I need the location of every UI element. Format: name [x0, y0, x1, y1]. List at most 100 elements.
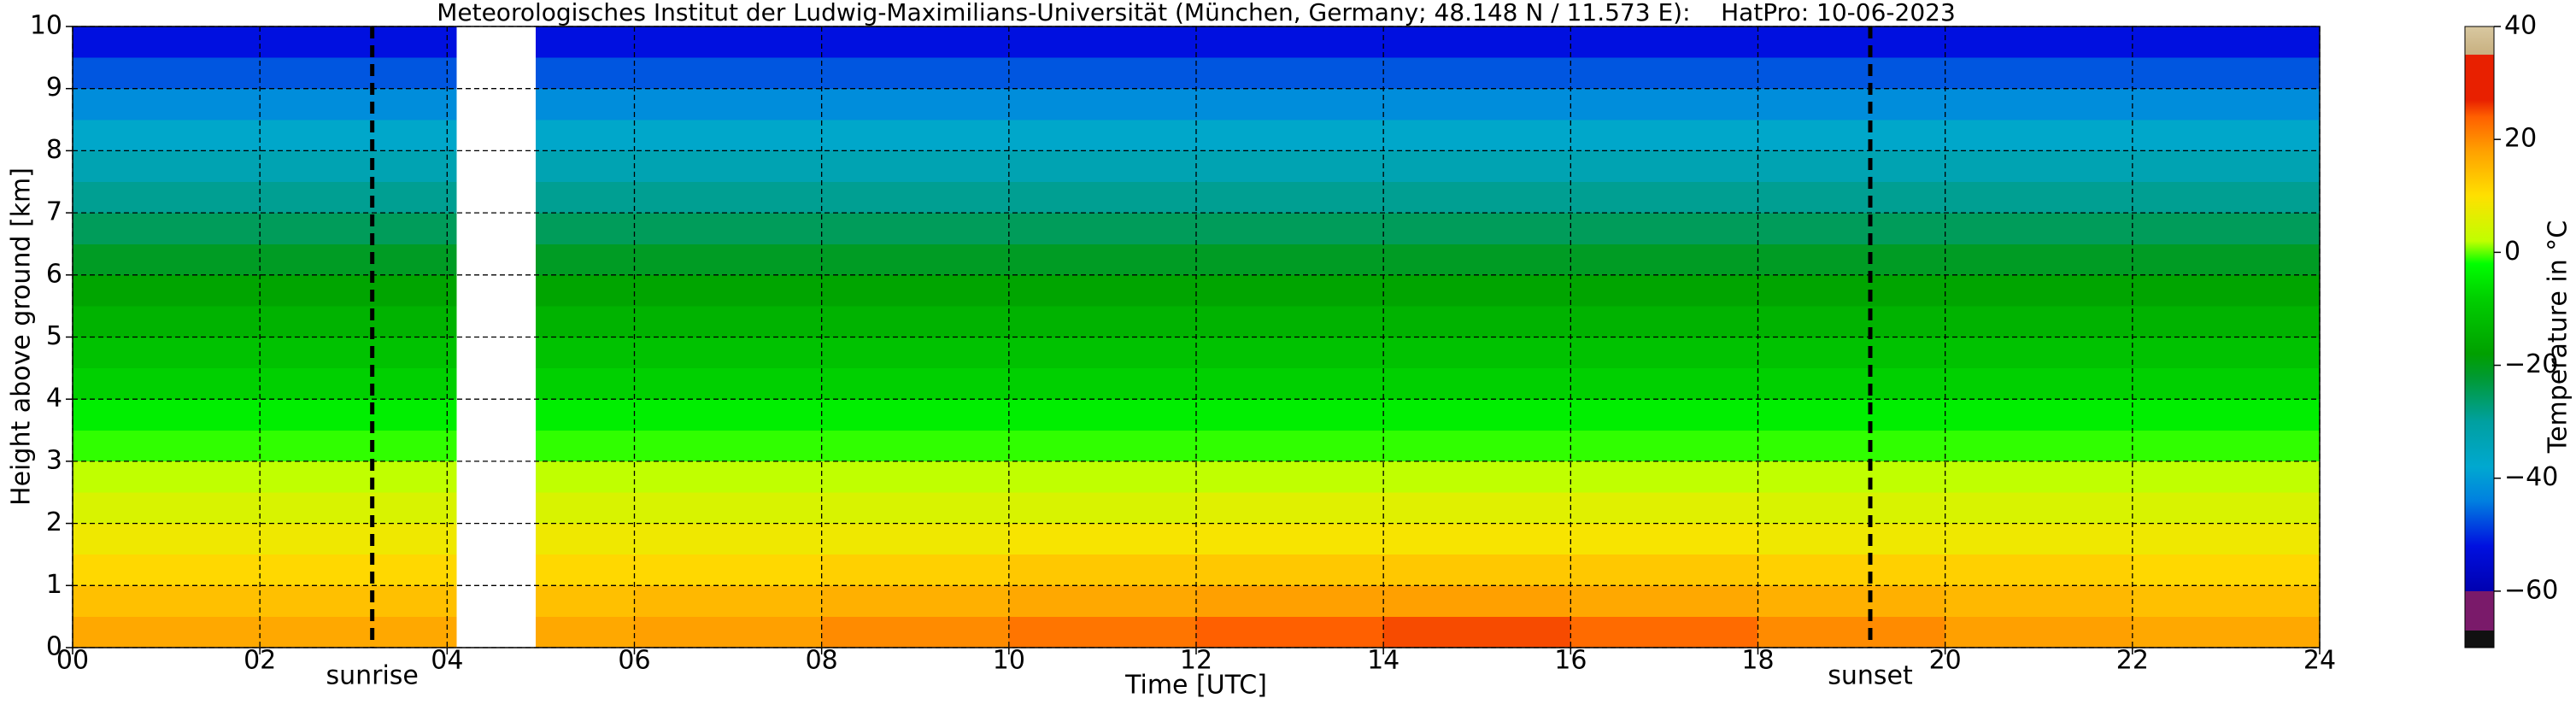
heatmap-cell: [634, 88, 822, 120]
heatmap-cell: [2132, 305, 2321, 337]
heatmap-cell: [1945, 119, 2133, 151]
heatmap-cell: [1382, 57, 1571, 89]
heatmap-cell: [1008, 337, 1197, 369]
heatmap-cell: [1570, 461, 1758, 493]
y-tick-label: 10: [30, 11, 62, 41]
heatmap-cell: [634, 305, 822, 337]
heatmap-cell: [634, 26, 822, 58]
heatmap-cell: [72, 461, 261, 493]
heatmap-cell: [536, 430, 635, 462]
heatmap-cell: [1945, 367, 2133, 400]
heatmap-cell: [1570, 337, 1758, 369]
heatmap-cell: [536, 305, 635, 337]
heatmap-cell: [536, 57, 635, 89]
heatmap-cell: [536, 367, 635, 400]
heatmap-cell: [634, 430, 822, 462]
y-axis-label: Height above ground [km]: [7, 167, 37, 506]
heatmap-cell: [1570, 57, 1758, 89]
heatmap-cell: [1382, 523, 1571, 555]
heatmap-cell: [1195, 212, 1384, 244]
heatmap-cell: [259, 88, 457, 120]
heatmap-cell: [1008, 616, 1197, 648]
heatmap-cell: [259, 554, 457, 586]
heatmap-cell: [1382, 212, 1571, 244]
y-tick-label: 8: [46, 135, 62, 165]
heatmap-cell: [1382, 243, 1571, 276]
heatmap-cell: [1195, 243, 1384, 276]
heatmap-cell: [1570, 26, 1758, 58]
heatmap-cell: [1757, 274, 1945, 307]
heatmap-cell: [259, 523, 457, 555]
heatmap-cell: [1757, 26, 1945, 58]
y-tick-label: 6: [46, 259, 62, 289]
heatmap-cell: [1195, 150, 1384, 183]
heatmap-cell: [1008, 150, 1197, 183]
heatmap-cell: [1008, 57, 1197, 89]
heatmap-cell: [1945, 337, 2133, 369]
heatmap-cell: [2132, 461, 2321, 493]
heatmap-cell: [2132, 26, 2321, 58]
heatmap-cell: [821, 305, 1010, 337]
heatmap-cell: [1195, 554, 1384, 586]
heatmap-cell: [634, 150, 822, 183]
heatmap-cell: [2132, 584, 2321, 617]
heatmap-cell: [259, 367, 457, 400]
heatmap-cell: [1570, 430, 1758, 462]
heatmap-cell: [634, 367, 822, 400]
heatmap-cell: [634, 584, 822, 617]
heatmap-cell: [1008, 212, 1197, 244]
colorbar-tick-label: 40: [2504, 11, 2537, 41]
heatmap-cell: [1008, 554, 1197, 586]
heatmap-cell: [1945, 150, 2133, 183]
heatmap-cell: [821, 616, 1010, 648]
heatmap-cell: [1008, 584, 1197, 617]
heatmap-cell: [821, 337, 1010, 369]
heatmap-cell: [1945, 57, 2133, 89]
heatmap-cell: [821, 181, 1010, 214]
x-tick-label: 06: [618, 646, 650, 676]
heatmap-cell: [634, 274, 822, 307]
heatmap-cell: [634, 398, 822, 431]
heatmap-cell: [259, 274, 457, 307]
heatmap-cell: [536, 337, 635, 369]
heatmap-cell: [72, 243, 261, 276]
heatmap-cell: [2132, 367, 2321, 400]
heatmap-cell: [821, 491, 1010, 524]
heatmap-cell: [1757, 119, 1945, 151]
heatmap-cell: [634, 554, 822, 586]
heatmap-cell: [1195, 26, 1384, 58]
x-tick-label: 18: [1741, 646, 1774, 676]
heatmap-cell: [72, 523, 261, 555]
heatmap-cell: [1945, 461, 2133, 493]
heatmap-cell: [259, 616, 457, 648]
heatmap-cell: [1945, 523, 2133, 555]
colorbar-tick-label: 0: [2504, 237, 2520, 267]
heatmap-cell: [72, 212, 261, 244]
heatmap-cell: [634, 181, 822, 214]
heatmap-cell: [1570, 181, 1758, 214]
heatmap-cell: [536, 461, 635, 493]
heatmap-cell: [1382, 305, 1571, 337]
heatmap-cell: [821, 554, 1010, 586]
heatmap-cell: [72, 584, 261, 617]
heatmap-cell: [1382, 88, 1571, 120]
heatmap-cell: [1195, 398, 1384, 431]
colorbar-tick-label: 20: [2504, 124, 2537, 154]
heatmap-cell: [1570, 119, 1758, 151]
heatmap-cell: [1008, 305, 1197, 337]
annotation-label: sunrise: [326, 661, 418, 691]
heatmap-cell: [1008, 491, 1197, 524]
heatmap-cell: [1382, 584, 1571, 617]
y-tick-label: 2: [46, 507, 62, 537]
heatmap-cell: [1570, 243, 1758, 276]
heatmap-cell: [2132, 119, 2321, 151]
heatmap-cell: [634, 119, 822, 151]
heatmap-cell: [259, 181, 457, 214]
heatmap-cell: [1008, 181, 1197, 214]
heatmap-cell: [72, 430, 261, 462]
heatmap-cell: [2132, 274, 2321, 307]
heatmap-cell: [1945, 274, 2133, 307]
heatmap-cell: [72, 26, 261, 58]
heatmap-cell: [821, 26, 1010, 58]
heatmap-cell: [821, 243, 1010, 276]
